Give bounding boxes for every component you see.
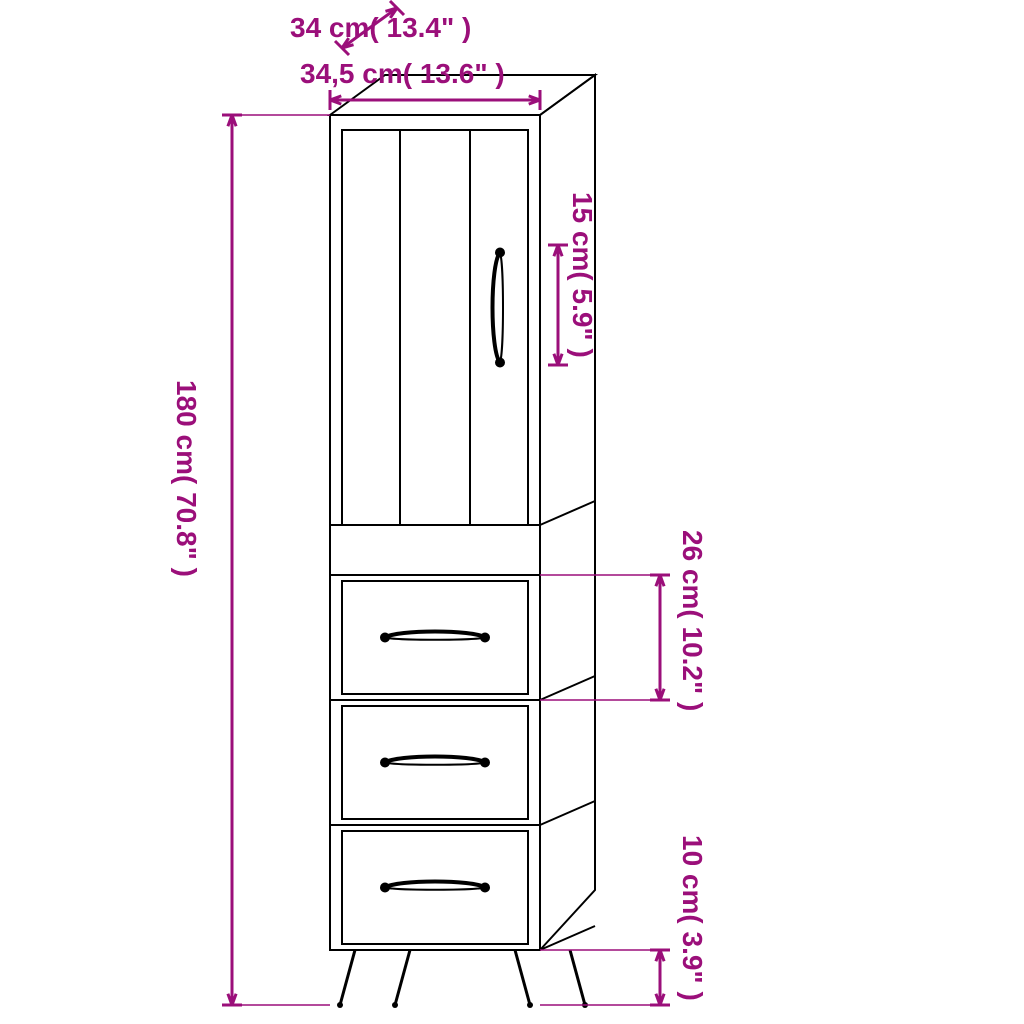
label-height: 180 cm( 70.8" ) [170,380,202,577]
label-depth: 34 cm( 13.4" ) [290,12,471,44]
label-leg: 10 cm( 3.9" ) [676,835,708,1001]
cabinet-diagram [0,0,1024,1024]
label-drawer: 26 cm( 10.2" ) [676,530,708,711]
label-handle: 15 cm( 5.9" ) [566,192,598,358]
label-width: 34,5 cm( 13.6" ) [300,58,505,90]
